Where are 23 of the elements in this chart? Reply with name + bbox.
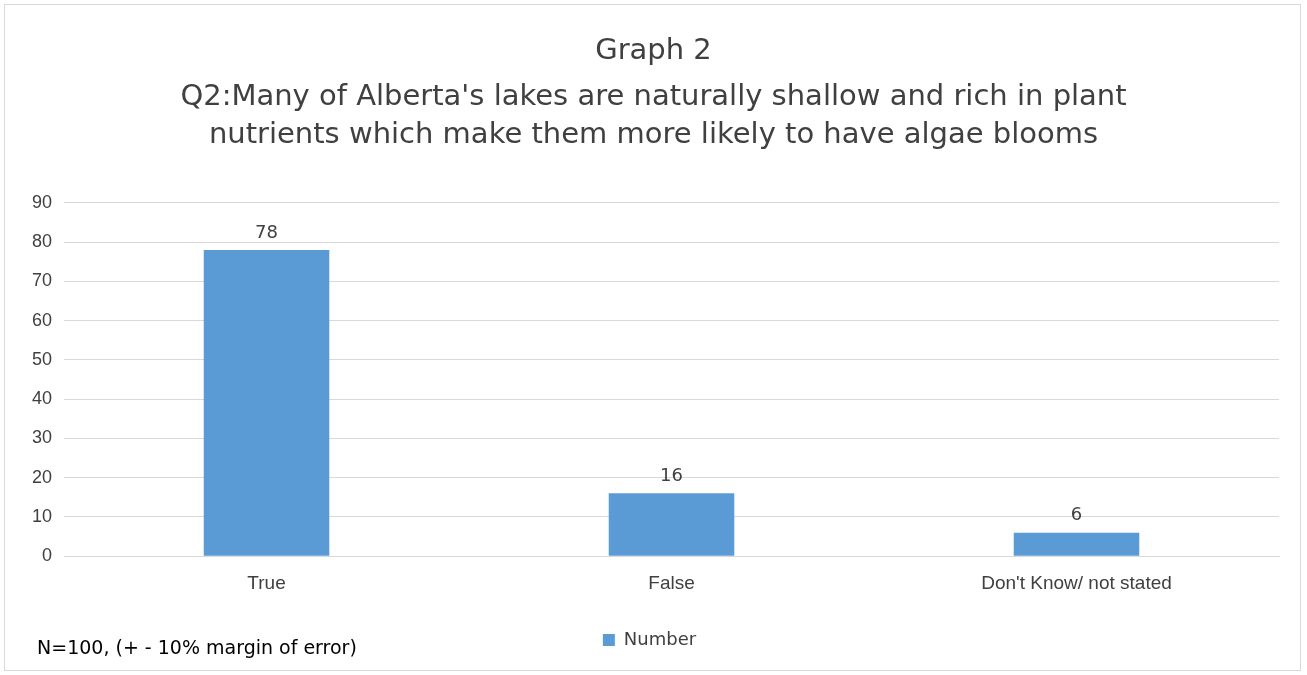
bar [1013,532,1140,556]
y-tick-label: 90 [31,191,53,212]
y-tick-label: 20 [31,466,53,487]
text: N=100, (+ - 10% margin of error) [37,636,357,658]
y-tick-label: 50 [31,348,53,369]
y-tick-label: 0 [42,545,53,566]
data-label: 16 [660,464,683,486]
y-tick-label: 70 [31,270,53,291]
y-tick-label: 40 [31,388,53,409]
x-tick-label: False [648,571,695,593]
x-tick-label: Don't Know/ not stated [981,571,1172,593]
data-label: 78 [255,220,278,242]
y-tick-label: 10 [31,505,53,526]
data-label: 6 [1070,503,1083,525]
legend-label: Number [623,627,697,649]
x-tick-label: True [247,571,286,593]
y-tick-label: 60 [31,309,53,330]
y-tick-label: 80 [31,231,53,252]
bar [203,249,330,556]
chart-subtitle: Q2:Many of Alberta's lakes are naturally shallow and rich in plant nutrients which make them more likely to have algae blooms [179,77,1128,152]
bar [608,493,735,556]
chart-title: Graph 2 [594,31,713,68]
y-tick-label: 30 [31,427,53,448]
